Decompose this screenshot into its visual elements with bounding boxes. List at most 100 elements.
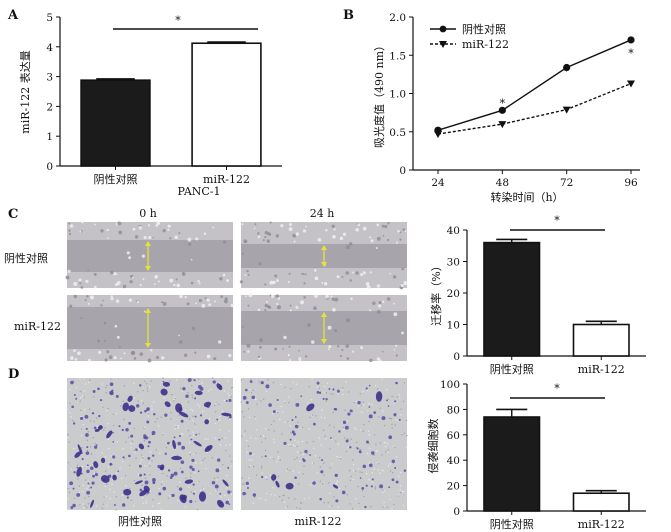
membrane-pore <box>335 483 337 485</box>
cell-speck <box>195 237 199 241</box>
cell-speck <box>301 272 303 275</box>
c-significance-mark: * <box>554 214 560 227</box>
b-legend-label: 阴性对照 <box>462 22 506 36</box>
cell-speck <box>399 231 402 234</box>
cell-speck <box>126 251 130 255</box>
membrane-pore <box>73 448 75 450</box>
membrane-pore <box>294 439 296 441</box>
cell-speck <box>258 262 262 266</box>
stained-cell <box>316 391 320 394</box>
cell-speck <box>178 334 180 337</box>
membrane-pore <box>400 408 402 410</box>
membrane-pore <box>385 446 387 448</box>
stained-cell <box>139 411 143 414</box>
membrane-pore <box>359 429 362 431</box>
stained-cell <box>260 381 264 385</box>
stained-cell <box>381 416 386 421</box>
stained-cell <box>341 490 346 495</box>
membrane-pore <box>202 459 204 462</box>
membrane-pore <box>290 432 292 434</box>
membrane-pore <box>80 434 83 437</box>
stained-cell <box>319 497 322 501</box>
cell-speck <box>179 340 183 344</box>
membrane-pore <box>78 491 81 494</box>
membrane-pore <box>270 423 273 426</box>
membrane-pore <box>110 378 112 380</box>
stained-cell <box>362 464 367 469</box>
invaded-cell <box>203 401 212 407</box>
invaded-cell <box>134 480 143 485</box>
cell-speck <box>154 275 158 279</box>
stained-cell <box>92 390 96 393</box>
cell-speck <box>176 283 181 288</box>
membrane-pore <box>383 501 385 503</box>
membrane-pore <box>284 401 286 404</box>
cell-speck <box>360 273 364 277</box>
b-data-point <box>563 63 571 72</box>
stained-cell <box>347 412 351 416</box>
transwell-image-grid: 阴性对照 miR-122 <box>66 377 408 528</box>
membrane-pore <box>290 445 292 447</box>
membrane-pore <box>282 411 284 413</box>
d-category-label: miR-122 <box>578 518 625 531</box>
membrane-pore <box>124 458 126 460</box>
membrane-pore <box>161 481 164 483</box>
stained-cell <box>403 469 407 473</box>
membrane-pore <box>398 475 400 477</box>
membrane-pore <box>222 464 224 466</box>
membrane-pore <box>294 445 296 447</box>
membrane-pore <box>375 450 378 452</box>
cell-speck <box>346 245 350 250</box>
arrow-head <box>145 343 151 348</box>
cell-speck <box>142 278 145 281</box>
membrane-pore <box>371 403 373 405</box>
membrane-pore <box>189 451 191 453</box>
cell-speck <box>392 275 397 279</box>
cell-speck <box>297 357 302 362</box>
membrane-pore <box>110 455 113 457</box>
membrane-pore <box>277 412 279 414</box>
cell-speck <box>387 222 390 225</box>
cell-speck <box>369 309 372 312</box>
cell-speck <box>302 272 305 276</box>
membrane-pore <box>230 396 232 398</box>
stained-cell <box>121 503 126 507</box>
membrane-pore <box>367 402 370 405</box>
invaded-cell <box>162 381 171 387</box>
cell-speck <box>352 271 355 274</box>
membrane-pore <box>328 424 331 426</box>
membrane-pore <box>215 410 217 413</box>
membrane-pore <box>181 390 184 393</box>
membrane-pore <box>243 434 245 436</box>
membrane-pore <box>87 485 89 487</box>
membrane-pore <box>389 463 391 465</box>
membrane-pore <box>251 459 253 461</box>
stained-cell <box>379 484 384 489</box>
membrane-pore <box>259 435 262 438</box>
arrow-head <box>145 266 151 271</box>
membrane-pore <box>325 392 328 394</box>
membrane-pore <box>248 459 251 461</box>
membrane-pore <box>101 507 104 510</box>
membrane-pore <box>277 475 280 477</box>
stained-cell <box>72 503 76 508</box>
stained-cell <box>194 397 197 400</box>
membrane-pore <box>327 501 329 504</box>
cell-speck <box>155 224 159 227</box>
stained-cell <box>249 380 253 383</box>
cell-speck <box>87 269 89 271</box>
cell-speck <box>150 349 153 352</box>
membrane-pore <box>368 462 371 464</box>
membrane-pore <box>160 483 163 485</box>
cell-speck <box>195 302 197 305</box>
membrane-pore <box>103 429 105 431</box>
cell-speck <box>67 269 71 273</box>
membrane-pore <box>261 467 263 469</box>
membrane-pore <box>266 479 268 481</box>
stained-cell <box>349 409 353 413</box>
stained-cell <box>366 440 369 444</box>
b-legend-marker <box>439 25 447 33</box>
membrane-pore <box>272 480 274 482</box>
membrane-pore <box>94 443 96 445</box>
cell-speck <box>330 295 333 298</box>
